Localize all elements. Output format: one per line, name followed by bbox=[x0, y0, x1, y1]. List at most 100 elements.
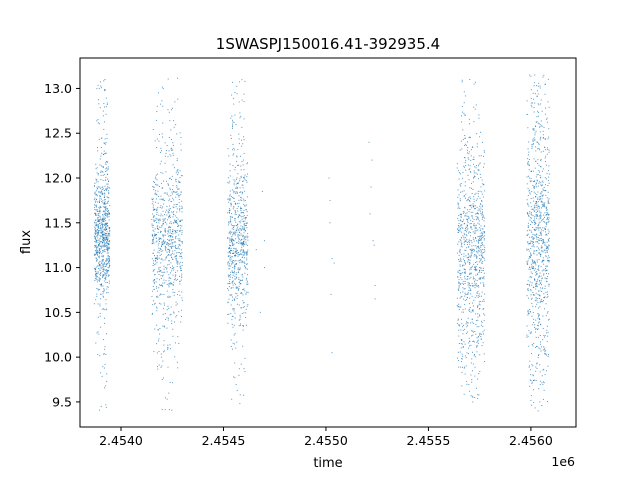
data-point bbox=[170, 221, 172, 223]
data-point bbox=[533, 229, 535, 230]
data-point bbox=[166, 223, 168, 225]
data-point bbox=[102, 251, 104, 253]
data-point bbox=[97, 224, 99, 226]
data-point bbox=[473, 196, 475, 198]
data-point bbox=[530, 197, 532, 199]
data-point bbox=[104, 245, 106, 247]
data-point bbox=[528, 229, 530, 231]
data-point bbox=[102, 193, 104, 195]
data-point bbox=[471, 187, 473, 189]
data-point bbox=[459, 272, 461, 274]
data-point bbox=[166, 144, 168, 146]
data-point bbox=[156, 173, 158, 175]
data-point bbox=[97, 232, 99, 234]
data-point bbox=[105, 238, 107, 240]
data-point bbox=[229, 237, 231, 239]
data-point bbox=[536, 179, 538, 181]
data-point bbox=[98, 263, 100, 265]
data-point bbox=[474, 366, 476, 368]
data-point bbox=[470, 227, 472, 229]
data-point bbox=[233, 97, 235, 99]
data-point bbox=[99, 278, 101, 280]
data-point bbox=[106, 238, 108, 240]
data-point bbox=[103, 236, 105, 238]
data-point bbox=[466, 278, 468, 280]
data-point bbox=[544, 252, 546, 254]
data-point bbox=[534, 300, 536, 302]
data-point bbox=[241, 184, 243, 186]
data-point bbox=[463, 393, 465, 395]
data-point bbox=[458, 335, 460, 337]
data-point bbox=[240, 115, 242, 117]
data-point bbox=[532, 305, 534, 307]
data-point bbox=[243, 394, 245, 396]
data-point bbox=[181, 316, 183, 318]
data-point bbox=[483, 333, 485, 335]
data-point bbox=[461, 242, 463, 244]
data-point bbox=[532, 245, 534, 247]
data-point bbox=[230, 223, 232, 225]
data-point bbox=[476, 143, 478, 145]
data-point bbox=[177, 172, 179, 174]
data-point bbox=[94, 232, 96, 234]
data-point bbox=[463, 102, 465, 104]
data-point bbox=[482, 342, 484, 344]
data-point bbox=[235, 192, 237, 194]
data-point bbox=[245, 308, 247, 310]
data-point bbox=[480, 225, 482, 227]
data-point bbox=[464, 373, 466, 375]
data-point bbox=[172, 222, 174, 224]
data-point bbox=[166, 251, 168, 253]
data-point bbox=[160, 213, 162, 215]
data-point bbox=[232, 154, 234, 156]
data-point bbox=[102, 255, 104, 257]
data-point bbox=[168, 263, 170, 265]
data-point bbox=[174, 221, 176, 223]
data-point bbox=[177, 170, 179, 172]
data-point bbox=[104, 199, 106, 201]
data-point bbox=[530, 399, 532, 401]
data-point bbox=[526, 183, 528, 185]
data-point bbox=[529, 256, 531, 258]
data-point bbox=[175, 124, 177, 126]
data-point bbox=[175, 248, 177, 250]
data-point bbox=[533, 266, 535, 268]
data-point bbox=[476, 295, 478, 297]
data-point bbox=[109, 213, 111, 215]
data-point bbox=[100, 206, 102, 208]
data-point bbox=[99, 265, 101, 267]
data-point bbox=[158, 226, 160, 228]
data-point bbox=[534, 134, 536, 136]
data-point bbox=[164, 162, 166, 164]
data-point bbox=[159, 279, 161, 281]
data-point bbox=[175, 178, 177, 180]
data-point bbox=[105, 279, 107, 281]
data-point bbox=[539, 348, 541, 350]
data-point bbox=[530, 240, 532, 242]
data-point bbox=[231, 216, 233, 218]
data-point bbox=[176, 314, 178, 316]
data-point bbox=[468, 218, 470, 220]
data-point bbox=[528, 159, 530, 161]
data-point bbox=[527, 187, 529, 189]
data-point bbox=[527, 309, 529, 311]
data-point bbox=[234, 255, 236, 257]
data-point bbox=[156, 286, 158, 288]
data-point bbox=[160, 258, 162, 260]
data-point bbox=[244, 174, 246, 176]
data-point bbox=[548, 151, 550, 153]
data-point bbox=[167, 243, 169, 244]
data-point bbox=[227, 322, 229, 324]
data-point bbox=[542, 369, 544, 371]
data-point bbox=[180, 191, 182, 193]
data-point bbox=[99, 226, 101, 228]
data-point bbox=[527, 243, 529, 245]
data-point bbox=[159, 185, 161, 187]
data-point bbox=[100, 221, 102, 223]
data-point bbox=[236, 287, 238, 289]
data-point bbox=[102, 115, 104, 117]
data-point bbox=[458, 206, 460, 208]
data-point bbox=[468, 200, 470, 202]
data-point bbox=[232, 296, 234, 298]
data-point bbox=[545, 155, 547, 157]
